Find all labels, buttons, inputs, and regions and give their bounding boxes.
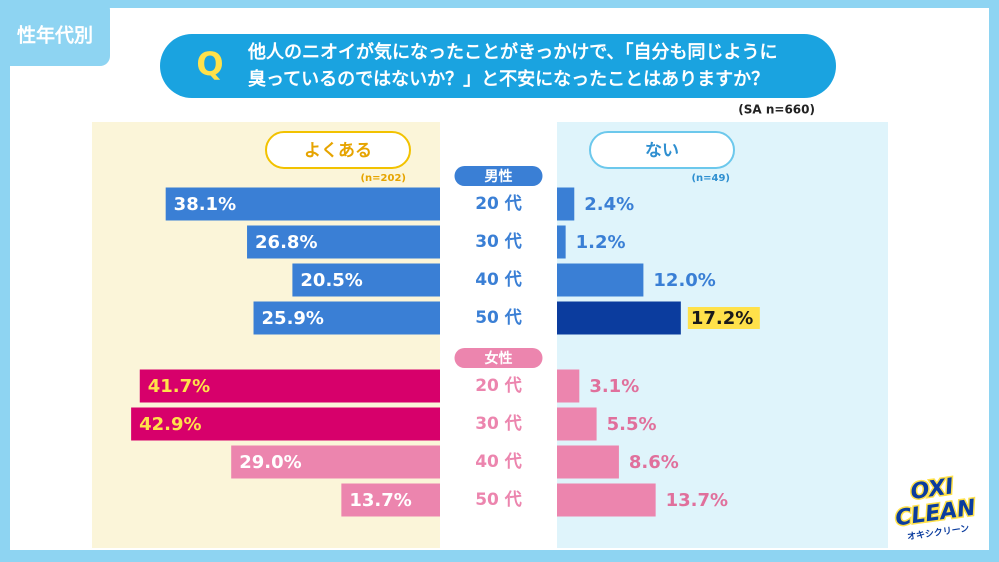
- value-label: 8.6%: [629, 452, 679, 473]
- value-label: 29.0%: [239, 452, 301, 473]
- legend-note: (n=49): [691, 173, 730, 184]
- legend-label: よくある: [304, 141, 372, 161]
- category-label: 50 代: [475, 489, 522, 510]
- value-label: 38.1%: [174, 194, 236, 215]
- value-label: 42.9%: [139, 414, 201, 435]
- legend-pill: [265, 131, 411, 169]
- value-label: 1.2%: [576, 232, 626, 253]
- bar: [165, 187, 440, 221]
- bar: [139, 369, 440, 403]
- bar: [557, 263, 644, 297]
- bar: [557, 225, 566, 259]
- bar: [131, 407, 440, 441]
- category-label: 50 代: [475, 307, 522, 328]
- sample: (SA n=660): [738, 103, 815, 117]
- value-label: 12.0%: [653, 270, 715, 291]
- bar: [557, 483, 656, 517]
- q-mark: Q: [196, 45, 223, 83]
- value-label: 41.7%: [148, 376, 210, 397]
- value-label: 3.1%: [589, 376, 639, 397]
- group-label: 女性: [485, 350, 513, 367]
- group-pill: [454, 166, 543, 186]
- group-label: 男性: [485, 168, 513, 185]
- value-label: 13.7%: [349, 490, 411, 511]
- value-label: 17.2%: [691, 308, 753, 329]
- value-label: 13.7%: [666, 490, 728, 511]
- value-label: 25.9%: [262, 308, 324, 329]
- bar: [253, 301, 440, 335]
- category-label: 30 代: [475, 413, 522, 434]
- bar: [341, 483, 440, 517]
- bar: [231, 445, 440, 479]
- value-label: 20.5%: [300, 270, 362, 291]
- category-label: 20 代: [475, 193, 522, 214]
- category-label: 30 代: [475, 231, 522, 252]
- category-label: 40 代: [475, 269, 522, 290]
- category-label: 40 代: [475, 451, 522, 472]
- value-label: 2.4%: [584, 194, 634, 215]
- bar: [557, 187, 575, 221]
- label-highlight: [687, 307, 760, 329]
- bar: [557, 445, 619, 479]
- value-label: 26.8%: [255, 232, 317, 253]
- category-label: 20 代: [475, 375, 522, 396]
- legend-label: ない: [645, 141, 679, 161]
- title-line: 他人のニオイが気になったことがきっかけで、「自分も同じように: [247, 41, 778, 63]
- legend-note: (n=202): [360, 173, 406, 184]
- question-pill: [160, 34, 836, 98]
- bar: [247, 225, 440, 259]
- legend-pill: [589, 131, 735, 169]
- tag-bg: [0, 0, 110, 66]
- value-label: 5.5%: [607, 414, 657, 435]
- bar: [557, 369, 580, 403]
- bar: [557, 407, 597, 441]
- title-line: 臭っているのではないか？」と不安になったことはありますか？: [248, 68, 769, 90]
- tag: 性年代別: [17, 24, 93, 47]
- group-pill: [454, 348, 543, 368]
- bar: [292, 263, 440, 297]
- bar: [557, 301, 681, 335]
